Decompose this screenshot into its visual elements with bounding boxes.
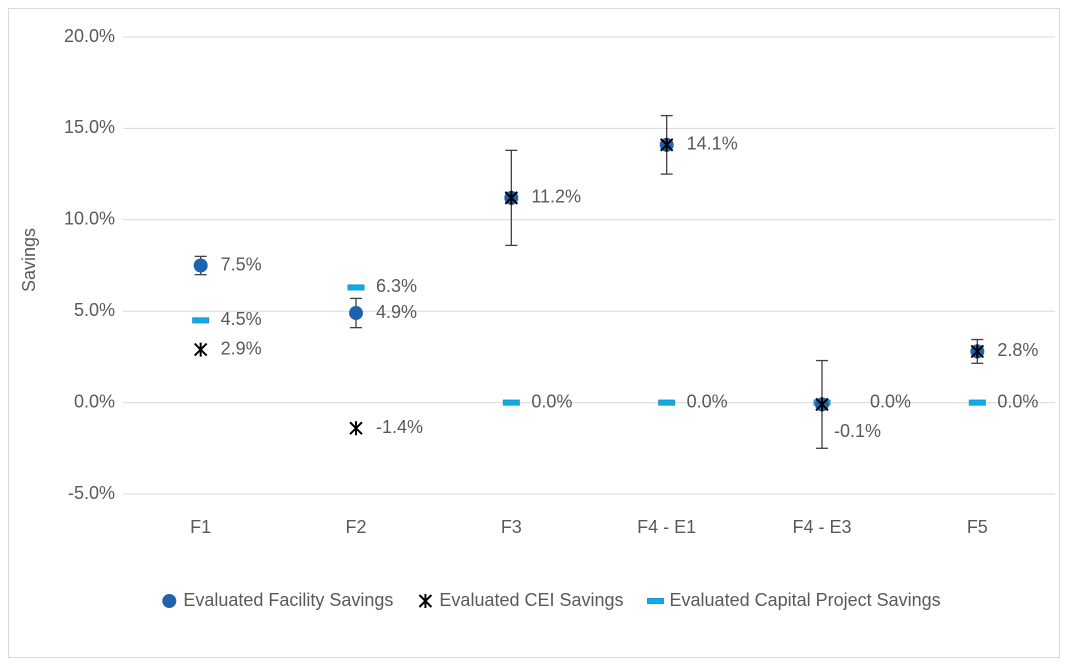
data-label: 2.9% [221, 338, 262, 358]
data-label: 4.5% [221, 309, 262, 329]
marker-asterisk [970, 344, 985, 359]
data-label: 0.0% [687, 391, 728, 411]
data-label: -1.4% [376, 417, 423, 437]
data-label: 11.2% [531, 187, 581, 207]
legend-label: Evaluated Capital Project Savings [670, 590, 941, 610]
marker-circle [349, 306, 363, 321]
y-tick-label: -5.0% [68, 483, 115, 503]
y-tick-label: 5.0% [74, 300, 115, 320]
data-label: 6.3% [376, 276, 417, 296]
x-tick-label: F2 [345, 517, 366, 537]
marker-dash [347, 284, 365, 291]
data-label: 4.9% [376, 302, 417, 322]
data-label: 0.0% [870, 391, 911, 411]
marker-dash [502, 399, 520, 406]
marker-dash [968, 399, 986, 406]
data-label: 14.1% [687, 134, 738, 154]
y-tick-label: 20.0% [64, 26, 115, 46]
marker-asterisk [815, 397, 829, 412]
x-tick-label: F4 - E3 [792, 517, 851, 537]
x-tick-label: F1 [190, 517, 211, 537]
chart-frame [8, 8, 1060, 658]
data-label: -0.1% [834, 421, 881, 441]
marker-asterisk [504, 190, 519, 205]
marker-dash [192, 317, 210, 324]
marker-asterisk [418, 594, 433, 608]
legend-item: Evaluated CEI Savings [418, 590, 624, 610]
data-label: 0.0% [997, 391, 1038, 411]
y-tick-label: 0.0% [74, 391, 115, 411]
legend-item: Evaluated Facility Savings [162, 590, 393, 610]
legend-label: Evaluated CEI Savings [439, 590, 623, 610]
marker-circle [193, 258, 208, 273]
marker-circle [162, 594, 177, 608]
y-tick-label: 15.0% [64, 117, 115, 137]
data-label: 2.8% [997, 340, 1038, 360]
legend-item: Evaluated Capital Project Savings [647, 590, 941, 610]
marker-asterisk [193, 342, 208, 357]
data-label: 7.5% [221, 254, 262, 274]
legend-label: Evaluated Facility Savings [183, 590, 393, 610]
marker-asterisk [659, 137, 674, 152]
marker-asterisk [349, 421, 363, 436]
y-axis-title: Savings [19, 228, 39, 292]
x-tick-label: F3 [501, 517, 522, 537]
y-tick-label: 10.0% [64, 209, 115, 229]
marker-dash [658, 399, 676, 406]
marker-dash [647, 598, 665, 604]
data-label: 0.0% [531, 391, 572, 411]
x-tick-label: F4 - E1 [637, 517, 696, 537]
x-tick-label: F5 [967, 517, 988, 537]
